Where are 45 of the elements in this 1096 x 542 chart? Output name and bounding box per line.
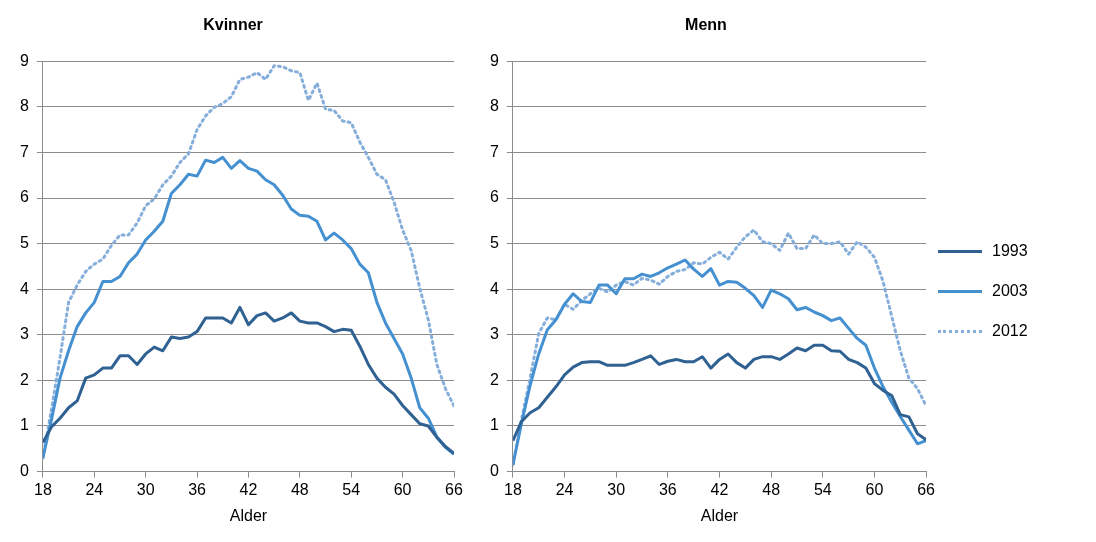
y-tick-label: 4 [489,279,499,297]
y-tick-label: 7 [19,142,29,160]
x-tick-label: 48 [290,480,309,498]
y-tick-label: 1 [19,416,29,434]
x-tick-label: 60 [865,480,884,498]
y-tick-label: 1 [489,416,499,434]
x-tick-label: 24 [85,480,104,498]
y-tick-label: 6 [19,188,29,206]
legend-label: 1993 [992,242,1028,260]
x-tick-label: 66 [917,480,936,498]
x-tick-label: 30 [136,480,155,498]
y-tick-label: 0 [489,462,499,480]
y-tick-label: 7 [489,142,499,160]
y-tick-label: 9 [19,51,29,69]
chart-title: Menn [685,16,727,34]
y-tick-label: 8 [489,97,499,115]
x-tick-label: 42 [710,480,729,498]
x-tick-label: 36 [658,480,677,498]
x-tick-label: 24 [555,480,574,498]
legend-label: 2012 [992,322,1028,340]
y-tick-label: 8 [19,97,29,115]
y-tick-label: 6 [489,188,499,206]
x-tick-label: 36 [188,480,207,498]
y-tick-label: 4 [19,279,29,297]
y-tick-label: 0 [19,462,29,480]
x-tick-label: 18 [504,480,522,498]
x-tick-label: 54 [813,480,832,498]
y-tick-label: 2 [489,370,499,388]
legend-label: 2003 [992,282,1028,300]
x-tick-label: 42 [239,480,258,498]
x-tick-label: 30 [607,480,626,498]
x-axis-title: Alder [229,506,268,524]
y-tick-label: 5 [489,234,499,252]
x-tick-label: 18 [34,480,52,498]
x-tick-label: 60 [393,480,412,498]
y-tick-label: 3 [19,325,29,343]
y-tick-label: 5 [19,234,29,252]
x-tick-label: 66 [445,480,463,498]
y-tick-label: 2 [19,370,29,388]
chart-title: Kvinner [203,16,263,34]
y-tick-label: 3 [489,325,499,343]
x-tick-label: 54 [342,480,361,498]
x-tick-label: 48 [762,480,781,498]
x-axis-title: Alder [700,506,739,524]
y-tick-label: 9 [489,51,499,69]
